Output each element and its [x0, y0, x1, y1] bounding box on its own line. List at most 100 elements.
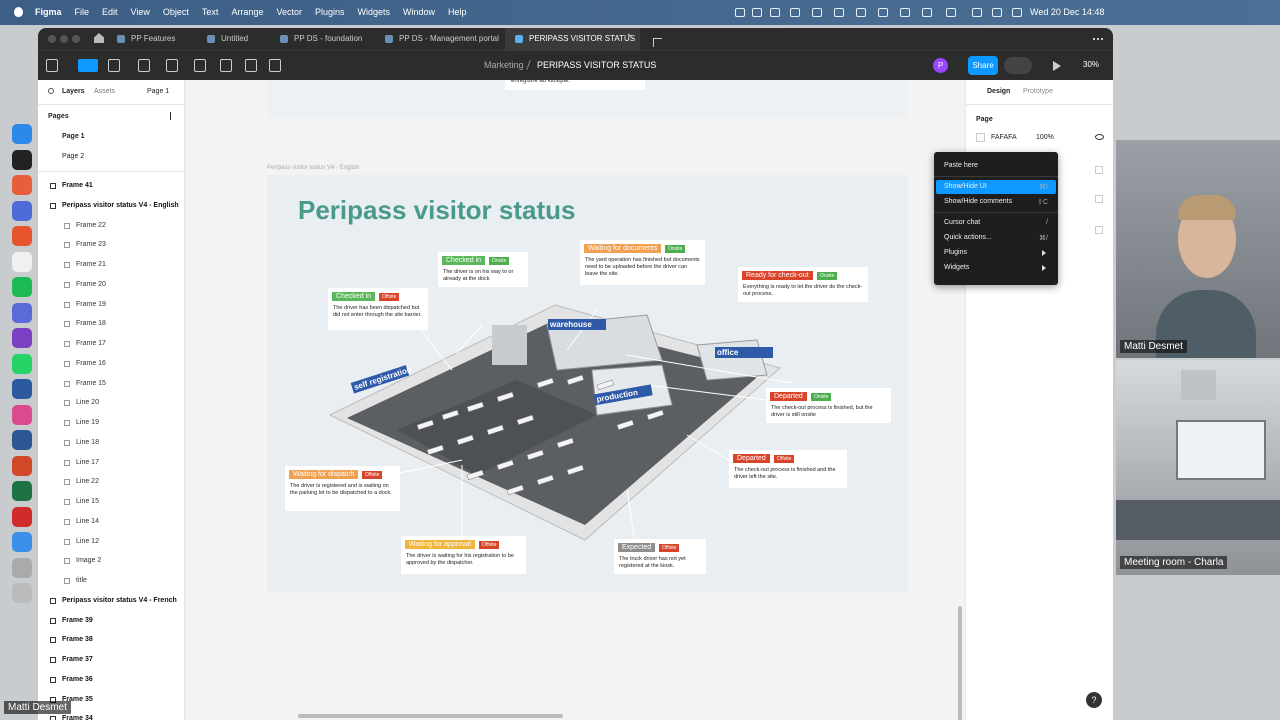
- dock-icon[interactable]: [12, 506, 32, 527]
- tool-button[interactable]: [108, 59, 120, 72]
- layer-item[interactable]: Frame 22: [76, 221, 106, 229]
- status-icon[interactable]: [812, 8, 822, 17]
- layer-item[interactable]: Frame 37: [62, 656, 93, 663]
- visibility-toggle[interactable]: [1095, 134, 1104, 140]
- dock-icon[interactable]: [12, 175, 32, 195]
- dock-icon[interactable]: [12, 200, 32, 221]
- menu-item[interactable]: Help: [448, 7, 467, 17]
- panel-tab[interactable]: Layers: [62, 88, 85, 95]
- layer-item[interactable]: Image 2: [76, 557, 102, 565]
- home-icon[interactable]: [94, 33, 104, 43]
- opacity-value[interactable]: 100%: [1036, 134, 1054, 141]
- layer-item[interactable]: Frame 20: [76, 280, 106, 288]
- layer-item[interactable]: Frame 16: [76, 359, 106, 367]
- status-icon[interactable]: [752, 8, 762, 17]
- dock-icon[interactable]: [12, 583, 32, 603]
- page-item[interactable]: Page 2: [62, 153, 85, 160]
- app-menu[interactable]: Figma: [35, 7, 62, 17]
- status-icon[interactable]: [770, 8, 780, 17]
- dock-icon[interactable]: [12, 251, 32, 272]
- menu-item[interactable]: Text: [201, 7, 219, 17]
- breadcrumb-project[interactable]: Marketing: [484, 60, 524, 70]
- dock-icon[interactable]: [12, 430, 32, 450]
- layer-item[interactable]: title: [76, 577, 87, 584]
- dock-icon[interactable]: [12, 353, 32, 374]
- layer-item[interactable]: Line 18: [76, 438, 99, 446]
- status-icon[interactable]: [790, 8, 800, 17]
- dock-icon[interactable]: [12, 277, 32, 297]
- dock-icon[interactable]: [12, 404, 32, 425]
- panel-icon[interactable]: [1095, 166, 1103, 174]
- menu-item[interactable]: File: [74, 7, 90, 17]
- layer-item[interactable]: Line 20: [76, 399, 99, 407]
- dock-icon[interactable]: [12, 481, 32, 501]
- menu-item[interactable]: Vector: [276, 7, 302, 17]
- layer-item[interactable]: Frame 39: [62, 616, 93, 624]
- dock-icon[interactable]: [12, 379, 32, 399]
- file-tab[interactable]: PERIPASS VISITOR STATUS: [505, 28, 640, 50]
- frame[interactable]: Peripass visitor status self registration…: [267, 175, 908, 592]
- layer-item[interactable]: Frame 21: [76, 261, 106, 268]
- status-icon[interactable]: [856, 8, 866, 17]
- menu-item[interactable]: Quick actions... ⌘/: [936, 231, 1056, 245]
- menu-item[interactable]: Plugins: [936, 246, 1056, 260]
- page-selector[interactable]: Page 1: [147, 88, 170, 95]
- layer-item[interactable]: Line 17: [76, 458, 99, 466]
- window-control[interactable]: [48, 35, 56, 43]
- menu-item[interactable]: View: [130, 7, 150, 17]
- dock-icon[interactable]: [12, 302, 32, 323]
- layer-item[interactable]: Frame 19: [76, 300, 106, 308]
- tool-button[interactable]: [245, 59, 257, 72]
- menu-item[interactable]: Object: [162, 7, 189, 17]
- menu-item[interactable]: Widgets: [936, 261, 1056, 275]
- vertical-scrollbar[interactable]: [958, 606, 962, 720]
- panel-tab[interactable]: Prototype: [1023, 88, 1053, 95]
- search-icon[interactable]: [48, 88, 54, 94]
- layer-item[interactable]: Frame 41: [62, 182, 93, 189]
- dev-mode-toggle[interactable]: [1004, 57, 1032, 74]
- layer-item[interactable]: Line 22: [76, 478, 99, 486]
- menu-item[interactable]: Arrange: [231, 7, 264, 17]
- menu-item[interactable]: Paste here: [936, 159, 1056, 173]
- layer-item[interactable]: Frame 23: [76, 241, 106, 249]
- layer-item[interactable]: Line 19: [76, 419, 99, 426]
- panel-tab[interactable]: Assets: [94, 88, 116, 95]
- fill-value[interactable]: FAFAFA: [991, 134, 1017, 141]
- menu-item[interactable]: Show/Hide UI ⌘\: [936, 180, 1056, 194]
- status-icon[interactable]: [878, 8, 888, 17]
- dock-icon[interactable]: [12, 226, 32, 246]
- layer-item[interactable]: Frame 34: [62, 715, 93, 720]
- layer-item[interactable]: Frame 18: [76, 320, 106, 328]
- present-button[interactable]: [1053, 61, 1061, 71]
- menu-item[interactable]: Widgets: [357, 7, 391, 17]
- more-menu[interactable]: [1093, 38, 1103, 40]
- menu-item[interactable]: Plugins: [314, 7, 345, 17]
- status-icon[interactable]: [992, 8, 1002, 17]
- dock-icon[interactable]: [12, 455, 32, 476]
- menu-item[interactable]: Edit: [102, 7, 118, 17]
- frame-label[interactable]: Peripass visitor status V4 - English: [267, 165, 360, 171]
- share-button[interactable]: Share: [968, 56, 998, 75]
- layer-item[interactable]: Line 15: [76, 498, 99, 505]
- dock-icon[interactable]: [12, 149, 32, 170]
- tool-button[interactable]: [194, 59, 206, 72]
- dock-icon[interactable]: [12, 328, 32, 348]
- status-icon[interactable]: [834, 8, 844, 17]
- zoom-level[interactable]: 30%: [1083, 60, 1100, 69]
- status-icon[interactable]: [946, 8, 956, 17]
- layer-item[interactable]: Frame 17: [76, 340, 106, 347]
- tool-button[interactable]: [220, 59, 232, 72]
- layer-item[interactable]: Peripass visitor status V4 - French: [62, 596, 177, 604]
- window-control[interactable]: [72, 35, 80, 43]
- layer-item[interactable]: Frame 38: [62, 636, 93, 644]
- avatar[interactable]: P: [933, 58, 948, 73]
- color-swatch[interactable]: [976, 133, 985, 142]
- horizontal-scrollbar[interactable]: [298, 714, 563, 718]
- dock-icon[interactable]: [12, 532, 32, 552]
- status-icon[interactable]: [922, 8, 932, 17]
- breadcrumb-file[interactable]: PERIPASS VISITOR STATUS: [537, 60, 657, 70]
- layer-item[interactable]: Line 12: [76, 537, 99, 545]
- page-item[interactable]: Page 1: [62, 133, 85, 140]
- file-tab[interactable]: Untitled: [197, 28, 270, 50]
- tool-button[interactable]: [166, 59, 178, 72]
